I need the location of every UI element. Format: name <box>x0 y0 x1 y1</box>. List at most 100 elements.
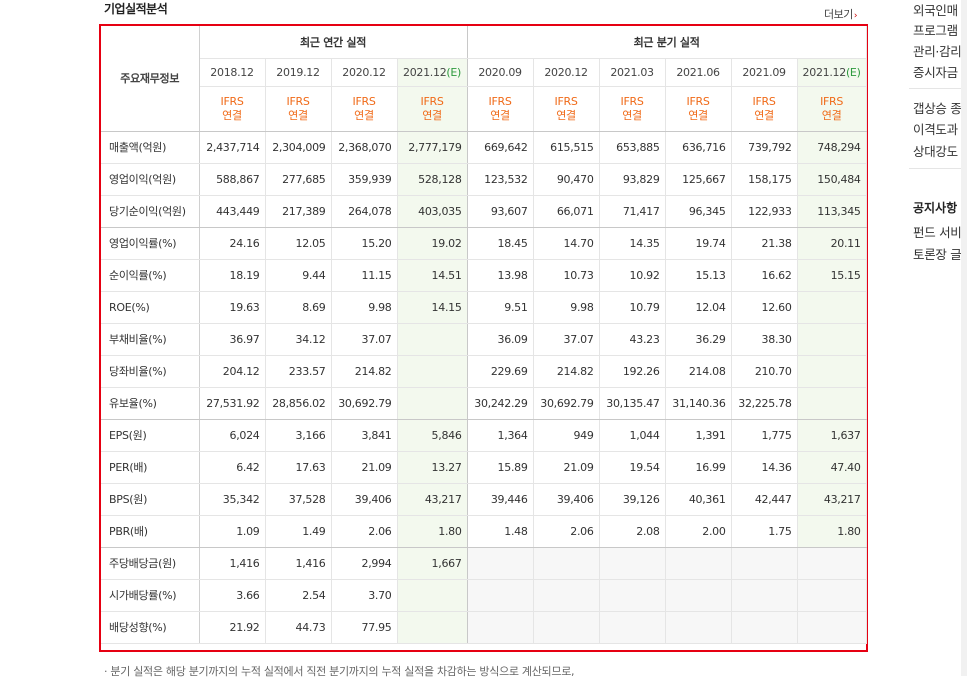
ifrs-label: IFRS <box>352 94 376 108</box>
row-label: 부채비율(%) <box>101 323 200 356</box>
consolidated-label: 연결 <box>288 108 308 122</box>
quarter-value <box>731 547 798 580</box>
quarter-value: 125,667 <box>665 163 732 196</box>
quarter-value: 39,126 <box>599 483 666 516</box>
row-label: BPS(원) <box>101 483 200 516</box>
quarter-value: 19.74 <box>665 227 732 260</box>
news-link[interactable]: 상대강도 <box>913 144 958 159</box>
quarter-value: 31,140.36 <box>665 387 732 420</box>
quarter-value: 739,792 <box>731 131 798 164</box>
divider <box>909 88 967 89</box>
table-row: 배당성향(%) 21.92 44.73 77.95 <box>101 611 867 644</box>
ifrs-label: IFRS <box>220 94 244 108</box>
quarter-period: 2020.12 <box>533 58 600 87</box>
annual-header: 최근 연간 실적 <box>199 26 468 59</box>
annual-value: 204.12 <box>199 355 266 388</box>
quarter-value: 47.40 <box>797 451 867 484</box>
row-label: 매출액(억원) <box>101 131 200 164</box>
row-label: ROE(%) <box>101 291 200 324</box>
annual-value: 8.69 <box>265 291 332 324</box>
notice-link[interactable]: 토론장 글 <box>913 247 962 262</box>
annual-value: 359,939 <box>331 163 398 196</box>
ifrs-label: IFRS <box>752 94 776 108</box>
annual-value: 3,166 <box>265 419 332 452</box>
annual-value: 34.12 <box>265 323 332 356</box>
quarter-value: 96,345 <box>665 195 732 228</box>
news-link[interactable]: 갭상승 종 <box>913 101 962 116</box>
period-label: 2020.09 <box>478 65 522 79</box>
quarter-value <box>797 611 867 644</box>
scrollbar[interactable] <box>961 0 967 676</box>
ifrs-basis: IFRS 연결 <box>467 86 534 132</box>
quarter-value: 32,225.78 <box>731 387 798 420</box>
annual-value: 1,416 <box>199 547 266 580</box>
annual-period: 2021.12(E) <box>397 58 468 87</box>
quarter-value: 21.38 <box>731 227 798 260</box>
chevron-right-icon: › <box>853 11 858 21</box>
quarter-value: 43,217 <box>797 483 867 516</box>
table-row: 당기순이익(억원) 443,449 217,389 264,078 403,035 93,… <box>101 195 867 228</box>
quarter-value: 14.70 <box>533 227 600 260</box>
quarter-value: 1,637 <box>797 419 867 452</box>
quarter-value: 93,607 <box>467 195 534 228</box>
consolidated-label: 연결 <box>222 108 242 122</box>
quarter-value: 14.36 <box>731 451 798 484</box>
notice-link[interactable]: 펀드 서비 <box>913 225 962 240</box>
news-link[interactable]: 이격도과 <box>913 122 958 137</box>
annual-value: 233.57 <box>265 355 332 388</box>
quarter-value <box>797 291 867 324</box>
table-row: PER(배) 6.42 17.63 21.09 13.27 15.89 21.09 19.54… <box>101 451 867 484</box>
more-link-label: 더보기 <box>824 8 853 21</box>
news-link[interactable]: 프로그램 <box>913 23 958 38</box>
quarter-period: 2020.09 <box>467 58 534 87</box>
quarter-value: 1.75 <box>731 515 798 548</box>
quarter-value: 1,391 <box>665 419 732 452</box>
quarter-value: 2.00 <box>665 515 732 548</box>
annual-value: 214.82 <box>331 355 398 388</box>
ifrs-basis: IFRS 연결 <box>397 86 468 132</box>
more-link[interactable]: 더보기› <box>824 6 858 22</box>
quarter-value <box>599 547 666 580</box>
quarter-value: 1.80 <box>797 515 867 548</box>
financial-table-highlight: 주요재무정보 최근 연간 실적 최근 분기 실적 2018.12 2019.12 2020… <box>99 24 868 652</box>
table-row: 유보율(%) 27,531.92 28,856.02 30,692.79 30,242.… <box>101 387 867 420</box>
annual-value: 1.09 <box>199 515 266 548</box>
consolidated-label: 연결 <box>556 108 576 122</box>
quarter-value <box>731 579 798 612</box>
quarter-value: 123,532 <box>467 163 534 196</box>
financial-summary-table: 주요재무정보 최근 연간 실적 최근 분기 실적 2018.12 2019.12 2020… <box>101 26 867 644</box>
quarter-value: 669,642 <box>467 131 534 164</box>
annual-value: 13.27 <box>397 451 468 484</box>
annual-value: 30,692.79 <box>331 387 398 420</box>
quarter-value: 15.13 <box>665 259 732 292</box>
quarter-value: 16.99 <box>665 451 732 484</box>
quarter-value: 40,361 <box>665 483 732 516</box>
quarter-value <box>665 547 732 580</box>
period-label: 2021.03 <box>610 65 654 79</box>
row-label: 당좌비율(%) <box>101 355 200 388</box>
quarter-value: 30,692.79 <box>533 387 600 420</box>
quarter-value <box>665 611 732 644</box>
annual-value: 9.44 <box>265 259 332 292</box>
annual-value: 36.97 <box>199 323 266 356</box>
period-label: 2021.09 <box>742 65 786 79</box>
table-row: 주당배당금(원) 1,416 1,416 2,994 1,667 <box>101 547 867 580</box>
period-label: 2021.06 <box>676 65 720 79</box>
notice-title: 공지사항 <box>913 201 958 215</box>
news-link[interactable]: 증시자금 <box>913 65 958 80</box>
quarter-value <box>797 387 867 420</box>
annual-value: 3.70 <box>331 579 398 612</box>
estimate-mark: (E) <box>446 65 462 79</box>
quarter-value: 2.08 <box>599 515 666 548</box>
quarter-value: 1,364 <box>467 419 534 452</box>
annual-value: 2,777,179 <box>397 131 468 164</box>
quarter-value: 192.26 <box>599 355 666 388</box>
header-group-row: 주요재무정보 최근 연간 실적 최근 분기 실적 <box>101 26 867 132</box>
annual-value: 21.09 <box>331 451 398 484</box>
quarter-value <box>797 355 867 388</box>
quarter-value: 158,175 <box>731 163 798 196</box>
quarter-value: 1,775 <box>731 419 798 452</box>
news-link[interactable]: 외국인매 <box>913 3 958 18</box>
news-link[interactable]: 관리·감리 <box>913 44 962 59</box>
